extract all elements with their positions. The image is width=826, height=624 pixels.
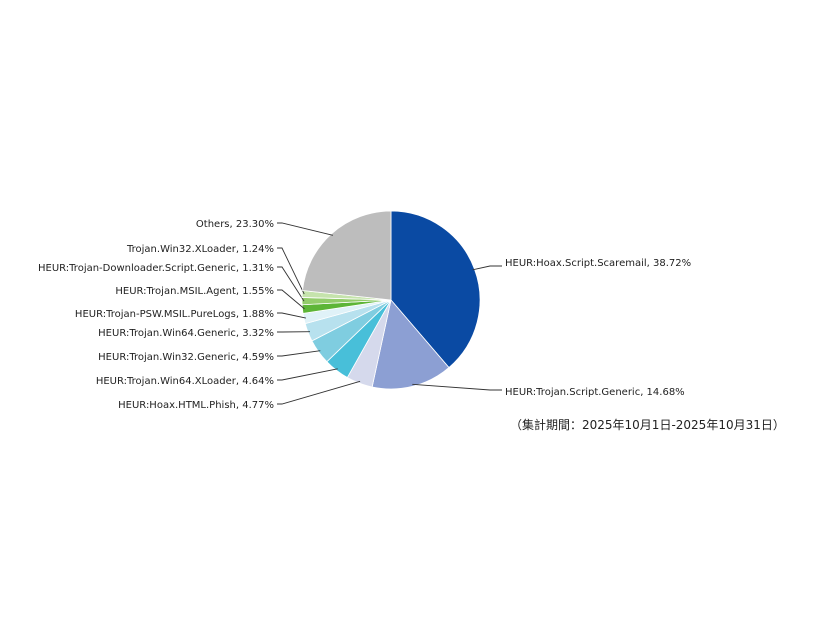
leader-line (277, 351, 320, 356)
slice-label: HEUR:Trojan.Win32.Generic, 4.59% (98, 352, 274, 363)
slice-label: Others, 23.30% (196, 219, 274, 230)
slice-label: HEUR:Trojan-Downloader.Script.Generic, 1… (38, 263, 274, 274)
leader-line (277, 369, 338, 380)
leader-line (277, 248, 304, 294)
slice-label: HEUR:Trojan.MSIL.Agent, 1.55% (115, 286, 274, 297)
slice-label: HEUR:Hoax.Script.Scaremail, 38.72% (505, 258, 691, 269)
slice-label: HEUR:Hoax.HTML.Phish, 4.77% (118, 400, 274, 411)
slice-label: HEUR:Trojan-PSW.MSIL.PureLogs, 1.88% (75, 309, 274, 320)
slice-label: HEUR:Trojan.Script.Generic, 14.68% (505, 387, 685, 398)
slice-label: HEUR:Trojan.Win64.Generic, 3.32% (98, 328, 274, 339)
slice-label: HEUR:Trojan.Win64.XLoader, 4.64% (96, 376, 274, 387)
slice-label: Trojan.Win32.XLoader, 1.24% (126, 244, 274, 255)
leader-line (277, 313, 306, 318)
leader-line (277, 223, 333, 235)
leader-line (277, 290, 305, 309)
leader-line (277, 267, 304, 301)
period-note: （集計期間：2025年10月1日-2025年10月31日） (510, 416, 785, 433)
leader-line (412, 384, 502, 390)
leader-line (473, 266, 502, 270)
leader-line (277, 381, 360, 404)
pie-slice (303, 211, 391, 300)
